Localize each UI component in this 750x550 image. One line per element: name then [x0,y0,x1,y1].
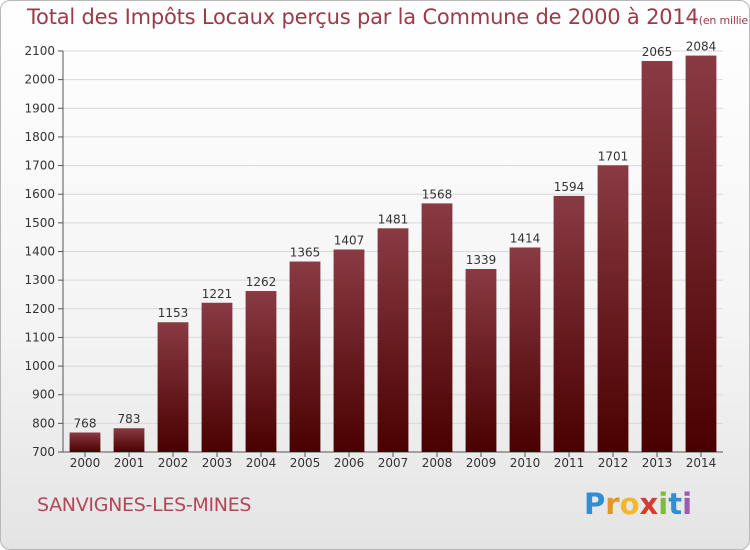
y-tick-label: 1800 [24,130,55,144]
unit-label: (en milliers d'€) [698,14,749,27]
y-tick-label: 700 [32,445,55,459]
value-label-2010: 1414 [510,231,541,245]
x-tick-label-2003: 2003 [202,456,233,470]
bar-2000 [69,432,101,452]
y-tick-label: 1400 [24,245,55,259]
value-label-2013: 2065 [642,45,673,59]
y-tick-label: 1900 [24,101,55,115]
value-label-2007: 1481 [378,212,409,226]
x-tick-label-2010: 2010 [510,456,541,470]
bar-2010 [509,247,541,452]
value-labels: 768 783 1153 1221 1262 1365 1407 1481 1568 1339 14… [74,40,717,431]
value-label-2008: 1568 [422,187,453,201]
y-tick-label: 800 [32,416,55,430]
proxiti-logo: Proxiti [584,487,693,521]
commune-name: SANVIGNES-LES-MINES [37,494,252,516]
y-tick-label: 900 [32,388,55,402]
y-tick-label: 1200 [24,302,55,316]
y-tick-label: 1000 [24,359,55,373]
bar-2012 [597,165,629,452]
x-tick-label-2008: 2008 [422,456,453,470]
x-tick-label-2009: 2009 [466,456,497,470]
bar-2006 [333,249,365,452]
value-label-2004: 1262 [246,275,277,289]
bar-2003 [201,302,233,452]
x-tick-label-2011: 2011 [554,456,585,470]
x-tick-label-2007: 2007 [378,456,409,470]
bar-2008 [421,203,453,452]
x-tick-label-2012: 2012 [598,456,629,470]
x-tick-label-2002: 2002 [158,456,189,470]
bar-2002 [157,322,189,452]
y-tick-label: 1300 [24,273,55,287]
x-tick-label-2000: 2000 [70,456,101,470]
y-tick-label: 1100 [24,330,55,344]
value-label-2002: 1153 [158,306,189,320]
bar-2014 [685,55,717,452]
y-tick-label: 2000 [24,73,55,87]
value-label-2014: 2084 [686,40,717,54]
bar-2005 [289,261,321,452]
y-tick-label: 1600 [24,187,55,201]
value-label-2006: 1407 [334,233,365,247]
x-tick-label-2013: 2013 [642,456,673,470]
x-tick-label-2001: 2001 [114,456,145,470]
bar-2007 [377,228,409,452]
y-tick-label: 1700 [24,159,55,173]
value-label-2011: 1594 [554,180,585,194]
chart-title: Total des Impôts Locaux perçus par la Co… [27,5,749,29]
x-tick-label-2005: 2005 [290,456,321,470]
y-tick-label: 2100 [24,44,55,58]
bars [69,55,717,453]
value-label-2012: 1701 [598,149,629,163]
x-tick-label-2014: 2014 [686,456,717,470]
x-tick-label-2006: 2006 [334,456,365,470]
value-label-2000: 768 [74,417,97,431]
bar-2001 [113,428,145,452]
x-tick-label-2004: 2004 [246,456,277,470]
value-label-2001: 783 [118,412,141,426]
y-axis-tick-labels: 700 800 900 1000 1100 1200 1300 1400 1500 1600 170… [24,44,55,459]
bar-2013 [641,61,673,453]
y-tick-label: 1500 [24,216,55,230]
x-axis-tick-labels: 2000 2001 2002 2003 2004 2005 2006 2007 2008 2009… [70,452,717,470]
value-label-2005: 1365 [290,246,321,260]
title-text: Total des Impôts Locaux perçus par la Co… [27,5,699,29]
bar-2004 [245,291,277,452]
value-label-2003: 1221 [202,287,233,301]
bar-2009 [465,268,497,452]
value-label-2009: 1339 [466,253,497,267]
bar-2011 [553,195,585,452]
